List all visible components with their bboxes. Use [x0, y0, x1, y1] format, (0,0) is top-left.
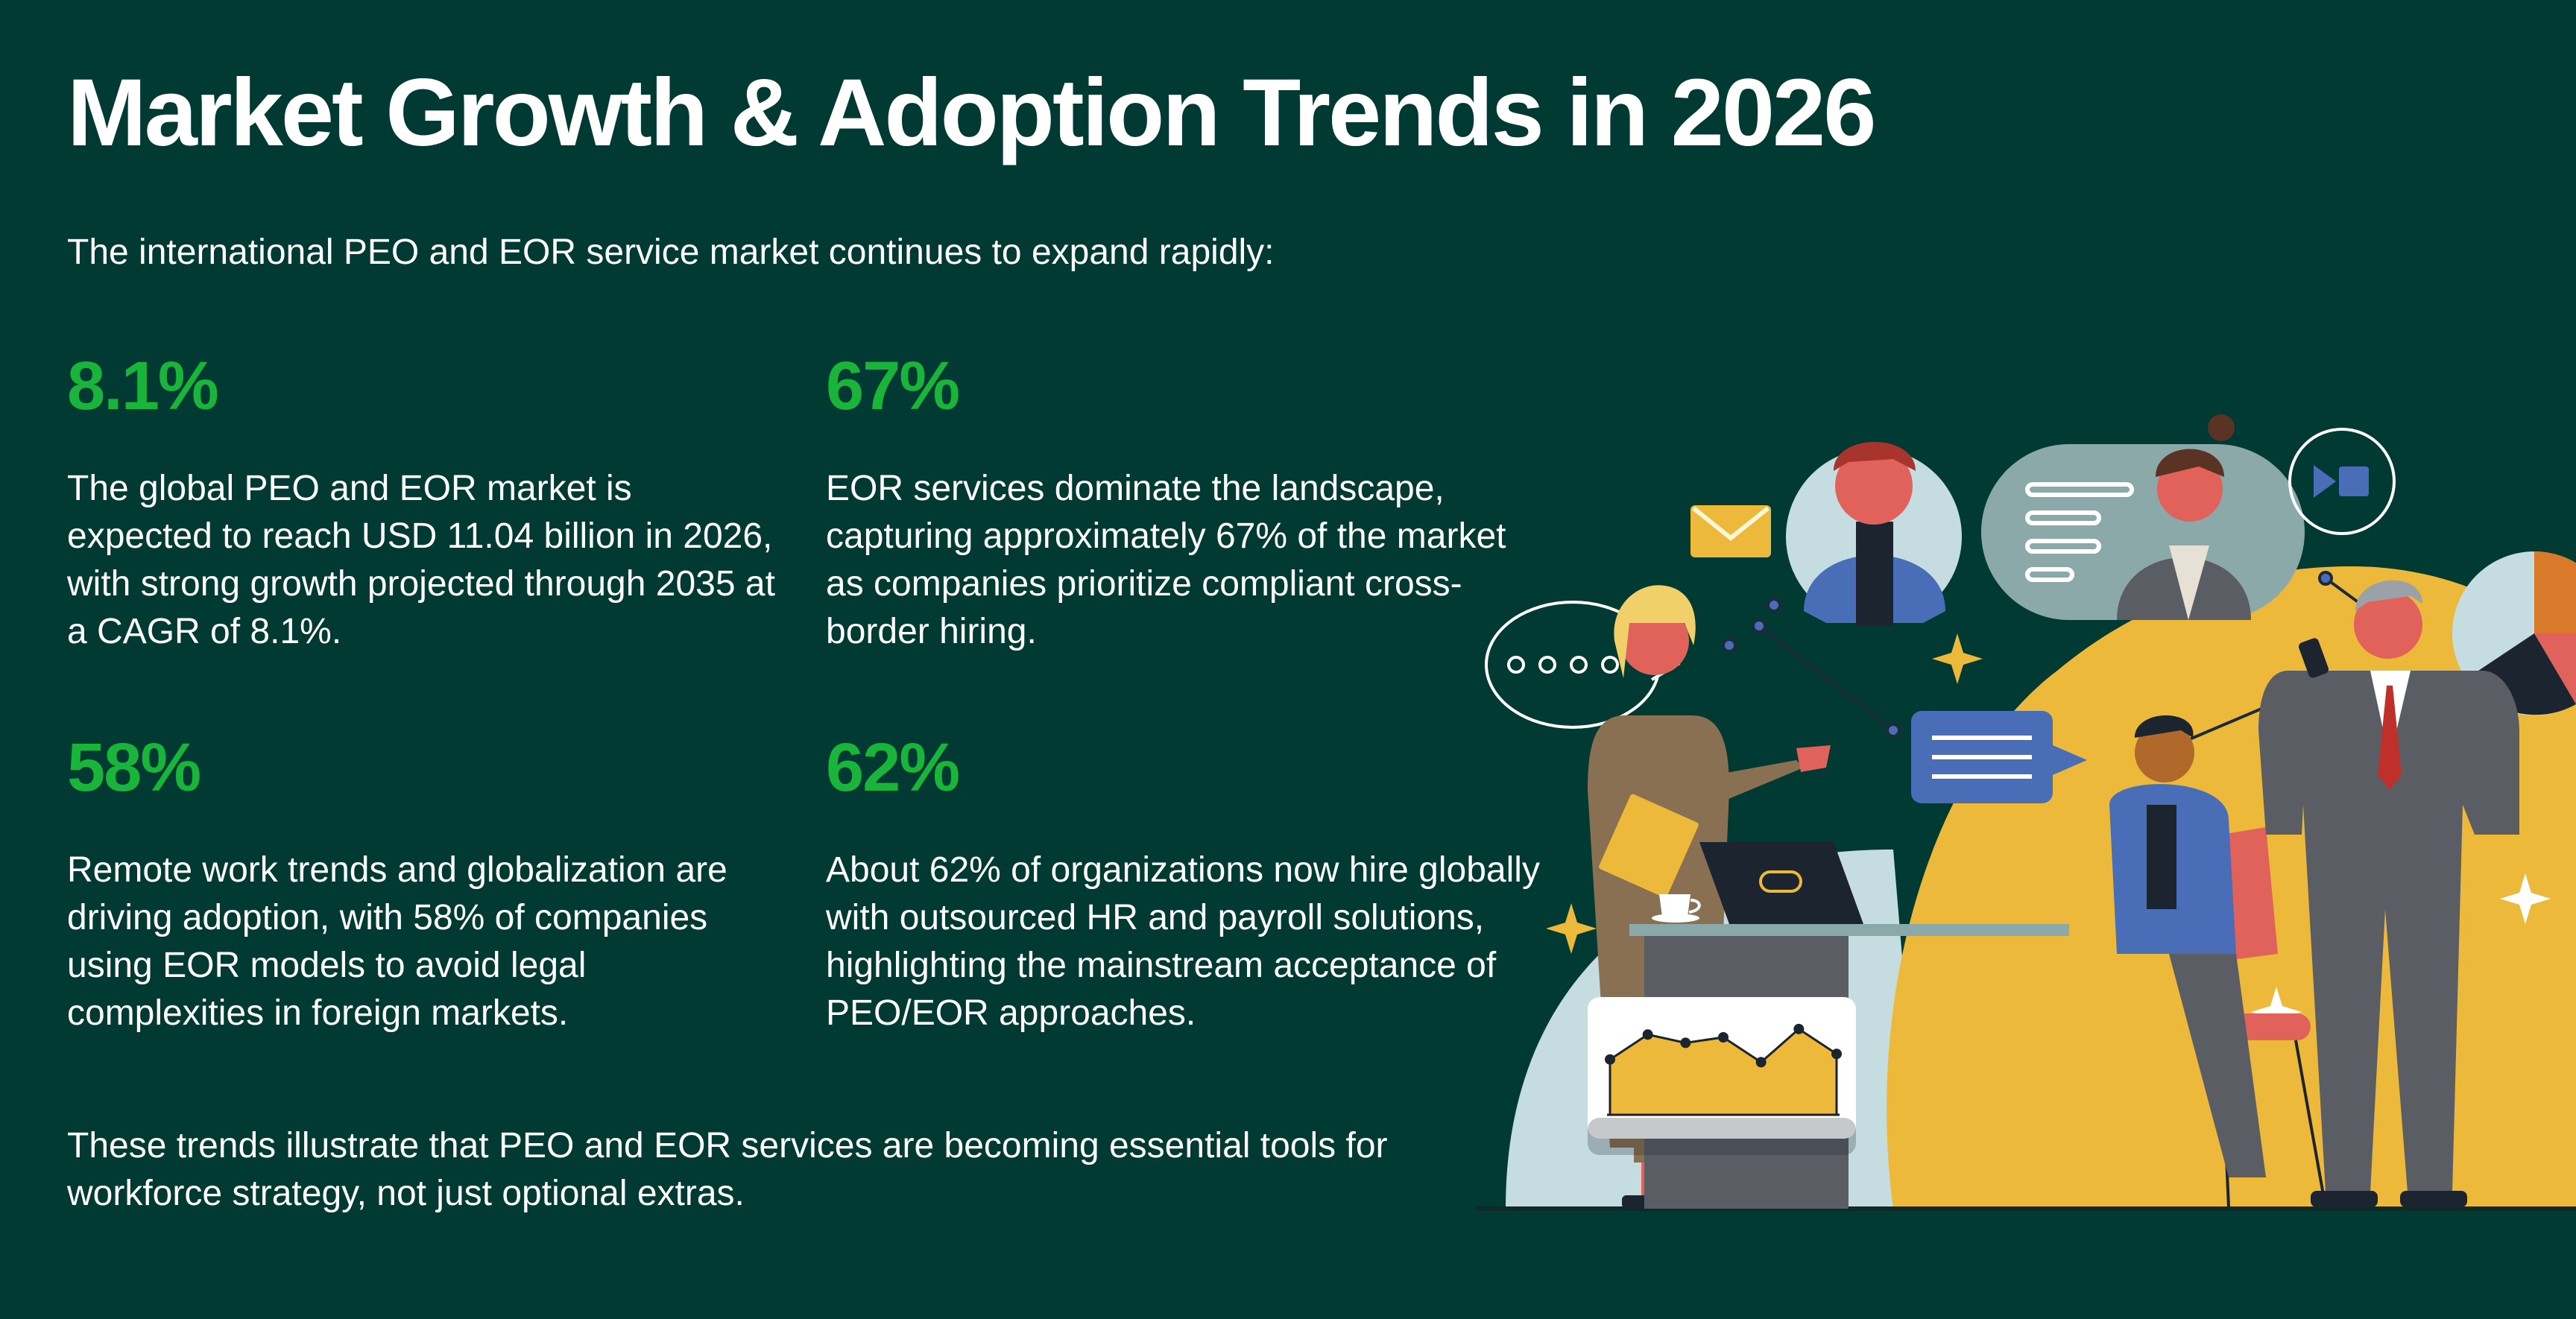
team-collaboration-illustration [1476, 414, 2576, 1211]
avatar-man [1786, 442, 1962, 626]
intro-text: The international PEO and EOR service ma… [67, 233, 1275, 272]
video-chat-window [1981, 414, 2305, 620]
chat-bubble-icon [1911, 711, 2087, 803]
envelope-icon [1690, 505, 1771, 557]
page-title: Market Growth & Adoption Trends in 2026 [67, 60, 1876, 166]
stat-card-remote-work: 58% Remote work trends and globalization… [67, 733, 783, 1037]
outro-text: These trends illustrate that PEO and EOR… [67, 1126, 1388, 1213]
sparkle-icon [2251, 873, 2551, 1037]
chart-point-2 [1680, 1037, 1691, 1048]
stat-description: The global PEO and EOR market is expecte… [67, 469, 775, 651]
line-chart-icon [1588, 997, 1856, 1155]
chart-point-6 [1831, 1048, 1842, 1060]
chart-point-1 [1642, 1029, 1653, 1040]
chart-point-3 [1718, 1032, 1729, 1043]
sparkle-icon [1546, 633, 1983, 954]
man-at-desk [1629, 715, 2327, 1209]
man-with-phone [2258, 580, 2519, 1207]
stat-description: Remote work trends and globalization are… [67, 850, 727, 1033]
coffee-cup-icon [1652, 894, 1701, 923]
stat-value: 62% [826, 730, 960, 806]
chart-point-4 [1755, 1057, 1767, 1068]
stat-description: About 62% of organizations now hire glob… [826, 850, 1540, 1033]
stat-value: 8.1% [67, 348, 219, 424]
laptop-icon [1699, 842, 1863, 924]
stat-card-market-size: 8.1% The global PEO and EOR market is ex… [67, 352, 783, 656]
stat-card-eor-share: 67% EOR services dominate the landscape,… [826, 352, 1541, 656]
stat-card-global-hiring: 62% About 62% of organizations now hire … [826, 733, 1541, 1037]
stat-value: 58% [67, 730, 201, 806]
chart-point-0 [1605, 1054, 1615, 1065]
stat-value: 67% [826, 348, 960, 424]
video-call-icon [2288, 428, 2396, 535]
chart-point-5 [1793, 1023, 1805, 1034]
stat-description: EOR services dominate the landscape, cap… [826, 469, 1506, 651]
